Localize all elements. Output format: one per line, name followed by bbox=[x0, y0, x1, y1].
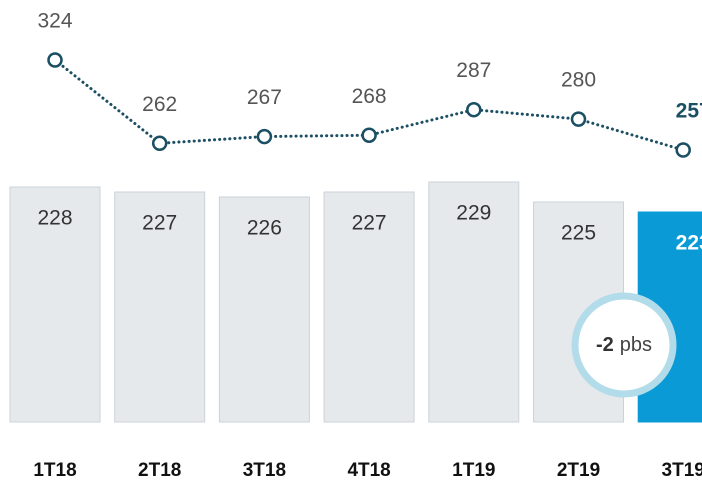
x-tick-label: 1T19 bbox=[452, 460, 495, 481]
line-point bbox=[256, 128, 273, 145]
line-label: 262 bbox=[142, 93, 177, 116]
line-point bbox=[361, 127, 377, 143]
bar-label: 227 bbox=[352, 212, 387, 235]
line-label: 287 bbox=[456, 59, 491, 82]
line-label: 324 bbox=[37, 10, 72, 33]
change-badge: -2 pbs bbox=[571, 292, 677, 398]
line-point bbox=[675, 142, 691, 158]
bar-label: 228 bbox=[37, 207, 72, 230]
line-point bbox=[466, 101, 482, 118]
badge-circle bbox=[571, 292, 677, 398]
line-point bbox=[151, 135, 168, 152]
bar-label: 229 bbox=[456, 202, 491, 225]
bar-label: 227 bbox=[142, 212, 177, 235]
bar-label: 225 bbox=[561, 222, 596, 245]
bar bbox=[114, 191, 206, 423]
line-label: 267 bbox=[247, 86, 282, 109]
x-tick-label: 3T18 bbox=[243, 460, 286, 481]
x-tick-label: 2T18 bbox=[138, 460, 181, 481]
badge-text: -2 pbs bbox=[596, 334, 652, 356]
line-point bbox=[570, 111, 587, 127]
line-label: 257 bbox=[676, 100, 702, 123]
badge-unit: pbs bbox=[620, 334, 652, 356]
line-label: 280 bbox=[561, 69, 596, 92]
bar-label: 223 bbox=[676, 232, 702, 255]
line-point bbox=[47, 52, 63, 68]
bars: 228 227 226 227 229 225 223 bbox=[9, 181, 702, 423]
x-tick-label: 4T18 bbox=[347, 460, 390, 481]
x-tick-label: 2T19 bbox=[557, 460, 600, 481]
bar-label: 226 bbox=[247, 217, 282, 240]
bar bbox=[9, 186, 101, 423]
bar bbox=[428, 181, 520, 423]
line-label: 268 bbox=[352, 85, 387, 108]
x-tick-label: 1T18 bbox=[33, 460, 76, 481]
line-layer: 324 262 267 268 287 280 257 bbox=[37, 10, 702, 158]
bar bbox=[323, 191, 415, 423]
x-tick-label: 3T19 bbox=[662, 460, 702, 481]
badge-value: -2 bbox=[596, 334, 614, 356]
bar bbox=[218, 196, 310, 423]
